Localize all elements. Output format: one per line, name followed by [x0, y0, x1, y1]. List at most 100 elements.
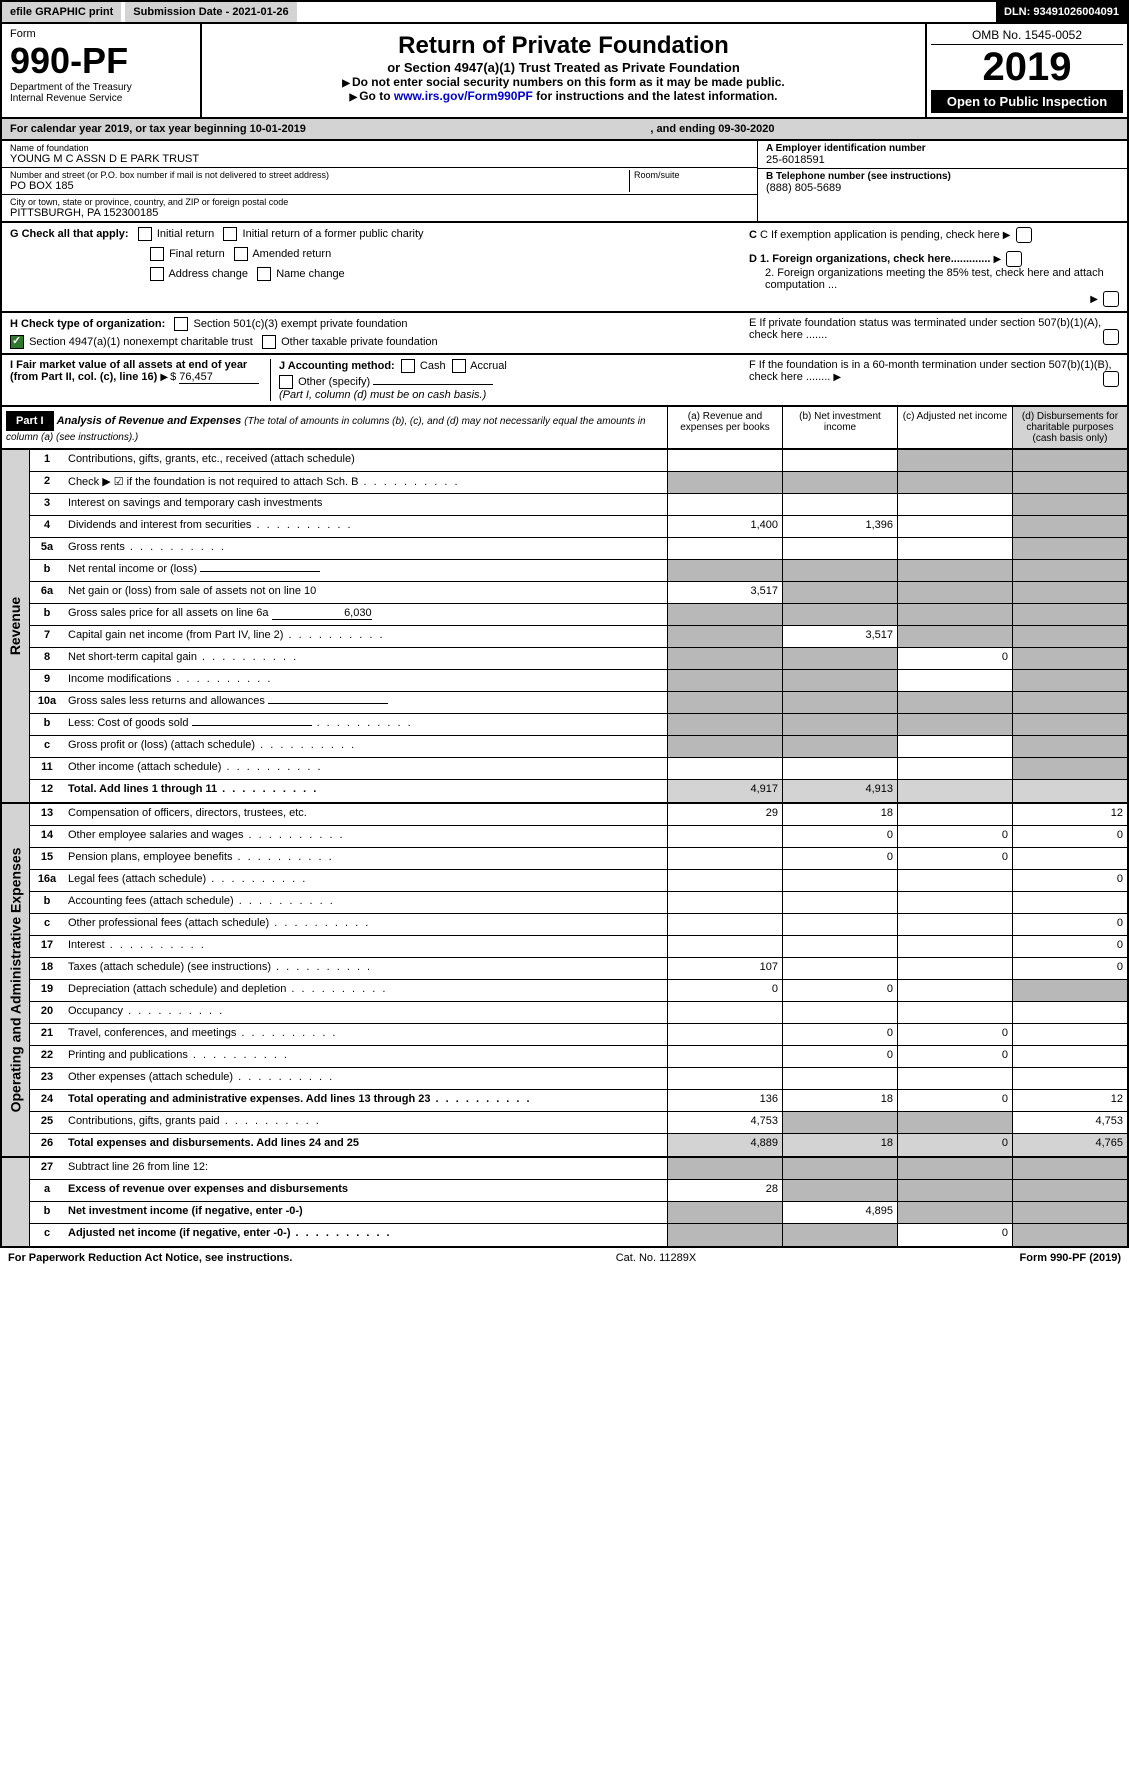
row-number: 15: [30, 848, 64, 869]
footer-cat: Cat. No. 11289X: [292, 1252, 1019, 1264]
table-row: 9Income modifications: [30, 670, 1127, 692]
table-cell: [667, 936, 782, 957]
table-cell: [1012, 648, 1127, 669]
checkbox-address-change[interactable]: [150, 267, 164, 281]
row-number: 5a: [30, 538, 64, 559]
checkbox-e[interactable]: [1103, 329, 1119, 345]
opt-cash: Cash: [420, 360, 446, 372]
table-cell: [782, 936, 897, 957]
table-row: 21Travel, conferences, and meetings00: [30, 1024, 1127, 1046]
row-number: 23: [30, 1068, 64, 1089]
table-cell: [667, 736, 782, 757]
table-cell: 12: [1012, 804, 1127, 825]
table-cell: 0: [1012, 914, 1127, 935]
room-label: Room/suite: [634, 170, 749, 180]
d1-label: D 1. Foreign organizations, check here..…: [749, 251, 1119, 267]
table-cell: [1012, 516, 1127, 537]
table-cell: [667, 1002, 782, 1023]
table-row: 13Compensation of officers, directors, t…: [30, 804, 1127, 826]
top-bar: efile GRAPHIC print Submission Date - 20…: [0, 0, 1129, 24]
table-cell: [897, 472, 1012, 493]
calbar-pre: For calendar year 2019, or tax year begi…: [10, 123, 306, 135]
note-goto-post: for instructions and the latest informat…: [533, 89, 778, 103]
table-cell: [897, 758, 1012, 779]
table-cell: [1012, 1068, 1127, 1089]
table-cell: [667, 1068, 782, 1089]
table-cell: [782, 736, 897, 757]
tax-year: 2019: [931, 45, 1123, 90]
j-note: (Part I, column (d) must be on cash basi…: [279, 389, 749, 401]
checkbox-cash[interactable]: [401, 359, 415, 373]
table-cell: [897, 804, 1012, 825]
checkbox-d2[interactable]: [1103, 291, 1119, 307]
table-cell: [667, 626, 782, 647]
row-number: 26: [30, 1134, 64, 1156]
part1-title: Analysis of Revenue and Expenses: [57, 415, 242, 427]
table-cell: [667, 494, 782, 515]
checkbox-d1[interactable]: [1006, 251, 1022, 267]
foundation-name-label: Name of foundation: [10, 143, 749, 153]
table-cell: 29: [667, 804, 782, 825]
h-label: H Check type of organization:: [10, 318, 165, 330]
row-number: 2: [30, 472, 64, 493]
table-row: 2Check ▶ ☑ if the foundation is not requ…: [30, 472, 1127, 494]
table-row: 7Capital gain net income (from Part IV, …: [30, 626, 1127, 648]
row-description: Total expenses and disbursements. Add li…: [64, 1134, 667, 1156]
table-cell: 0: [782, 980, 897, 1001]
table-cell: [897, 714, 1012, 735]
table-cell: [1012, 1224, 1127, 1246]
row-description: Interest on savings and temporary cash i…: [64, 494, 667, 515]
table-cell: [897, 914, 1012, 935]
table-cell: [1012, 758, 1127, 779]
row-description: Gross profit or (loss) (attach schedule): [64, 736, 667, 757]
table-row: cOther professional fees (attach schedul…: [30, 914, 1127, 936]
page-footer: For Paperwork Reduction Act Notice, see …: [0, 1248, 1129, 1268]
submission-date: Submission Date - 2021-01-26: [125, 2, 296, 22]
table-row: 14Other employee salaries and wages000: [30, 826, 1127, 848]
table-cell: [667, 892, 782, 913]
table-row: 15Pension plans, employee benefits00: [30, 848, 1127, 870]
table-cell: [897, 450, 1012, 471]
row-number: 24: [30, 1090, 64, 1111]
checkbox-final-return[interactable]: [150, 247, 164, 261]
table-cell: [897, 560, 1012, 581]
row-description: Net gain or (loss) from sale of assets n…: [64, 582, 667, 603]
table-cell: [897, 1202, 1012, 1223]
checkbox-initial-return[interactable]: [138, 227, 152, 241]
table-cell: 0: [1012, 870, 1127, 891]
checkbox-other-method[interactable]: [279, 375, 293, 389]
checkbox-initial-former[interactable]: [223, 227, 237, 241]
table-cell: 136: [667, 1090, 782, 1111]
checkbox-accrual[interactable]: [452, 359, 466, 373]
footer-left: For Paperwork Reduction Act Notice, see …: [8, 1252, 292, 1264]
table-cell: [782, 692, 897, 713]
row-description: Gross sales price for all assets on line…: [64, 604, 667, 625]
checkbox-name-change[interactable]: [257, 267, 271, 281]
row-number: 17: [30, 936, 64, 957]
form-header: Form 990-PF Department of the Treasury I…: [0, 24, 1129, 119]
table-cell: [667, 604, 782, 625]
table-row: 1Contributions, gifts, grants, etc., rec…: [30, 450, 1127, 472]
row-description: Gross sales less returns and allowances: [64, 692, 667, 713]
checkbox-amended[interactable]: [234, 247, 248, 261]
checkbox-other-taxable[interactable]: [262, 335, 276, 349]
table-cell: 3,517: [782, 626, 897, 647]
table-cell: [897, 780, 1012, 802]
table-cell: [897, 538, 1012, 559]
form-subtitle: or Section 4947(a)(1) Trust Treated as P…: [210, 60, 917, 75]
checkbox-f[interactable]: [1103, 371, 1119, 387]
table-cell: 0: [897, 1046, 1012, 1067]
checkbox-501c3[interactable]: [174, 317, 188, 331]
table-cell: [897, 1002, 1012, 1023]
table-cell: [782, 582, 897, 603]
checkbox-c[interactable]: [1016, 227, 1032, 243]
row-number: 14: [30, 826, 64, 847]
table-cell: [667, 1024, 782, 1045]
table-cell: 107: [667, 958, 782, 979]
irs-link[interactable]: www.irs.gov/Form990PF: [394, 89, 533, 103]
row-description: Interest: [64, 936, 667, 957]
table-cell: 4,765: [1012, 1134, 1127, 1156]
checkbox-4947a1[interactable]: [10, 335, 24, 349]
row-number: 25: [30, 1112, 64, 1133]
col-d-head: (d) Disbursements for charitable purpose…: [1012, 407, 1127, 448]
